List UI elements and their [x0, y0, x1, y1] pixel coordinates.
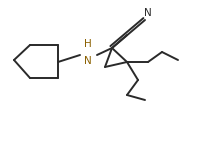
Text: N: N [143, 8, 151, 18]
Text: N: N [84, 56, 91, 66]
Text: H: H [84, 39, 91, 49]
